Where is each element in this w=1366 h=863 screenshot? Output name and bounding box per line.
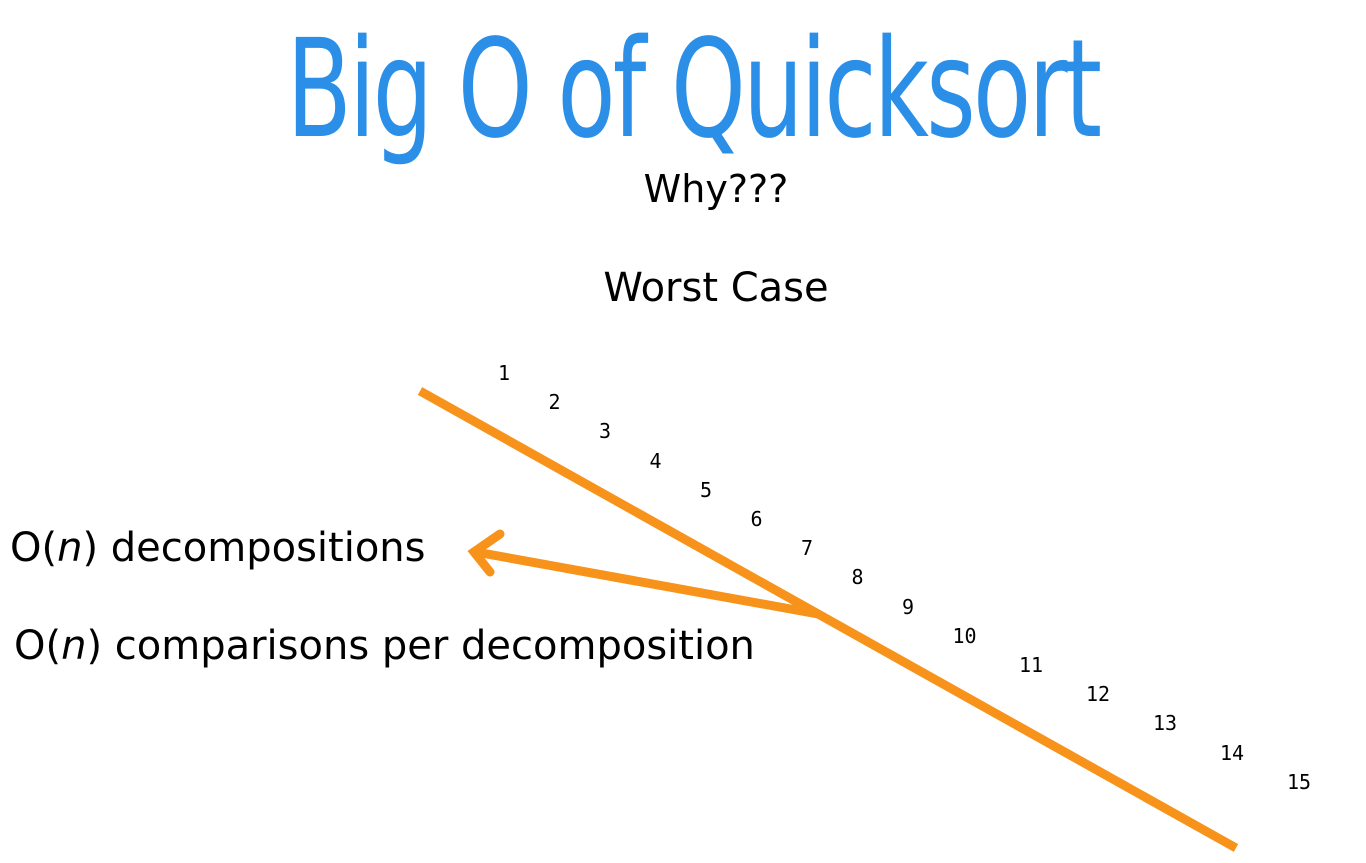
decomposition-diagonal-line: [417, 387, 1239, 852]
worst-case-label: Worst Case: [603, 265, 829, 311]
decompositions-prefix: O(: [10, 525, 58, 571]
sequence-number: 7: [801, 536, 814, 561]
sequence-number: 15: [1287, 769, 1312, 794]
page-title: Big O of Quicksort: [286, 11, 1103, 169]
sequence-number: 2: [548, 390, 561, 415]
decompositions-suffix: ) decompositions: [82, 525, 426, 571]
sequence-number: 8: [851, 565, 864, 590]
pointer-arrowhead-icon: [467, 529, 505, 577]
sequence-number: 6: [750, 507, 763, 531]
sequence-number: 10: [952, 623, 977, 648]
sequence-number: 3: [599, 419, 612, 444]
sequence-number: 5: [700, 477, 713, 502]
comparisons-variable: n: [61, 623, 87, 669]
comparisons-prefix: O(: [14, 623, 62, 669]
sequence-number: 11: [1019, 653, 1044, 677]
sequence-number: 9: [902, 594, 915, 619]
subtitle: Why???: [643, 167, 789, 211]
comparisons-label: O(n) comparisons per decomposition: [14, 620, 755, 672]
sequence-number: 14: [1220, 740, 1245, 765]
sequence-number: 12: [1086, 682, 1111, 707]
pointer-arrow-shaft: [471, 547, 823, 619]
sequence-number: 1: [498, 361, 511, 385]
decompositions-variable: n: [57, 525, 83, 571]
sequence-number: 13: [1153, 711, 1178, 736]
sequence-number: 4: [649, 448, 662, 473]
decompositions-label: O(n) decompositions: [10, 522, 425, 574]
comparisons-suffix: ) comparisons per decomposition: [86, 623, 755, 669]
